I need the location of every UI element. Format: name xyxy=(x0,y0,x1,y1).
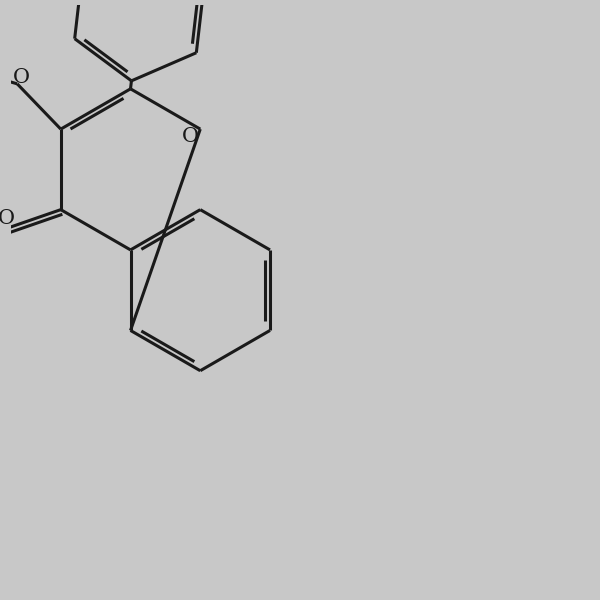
Text: O: O xyxy=(13,68,29,88)
Text: O: O xyxy=(0,209,14,229)
Text: O: O xyxy=(182,127,199,146)
